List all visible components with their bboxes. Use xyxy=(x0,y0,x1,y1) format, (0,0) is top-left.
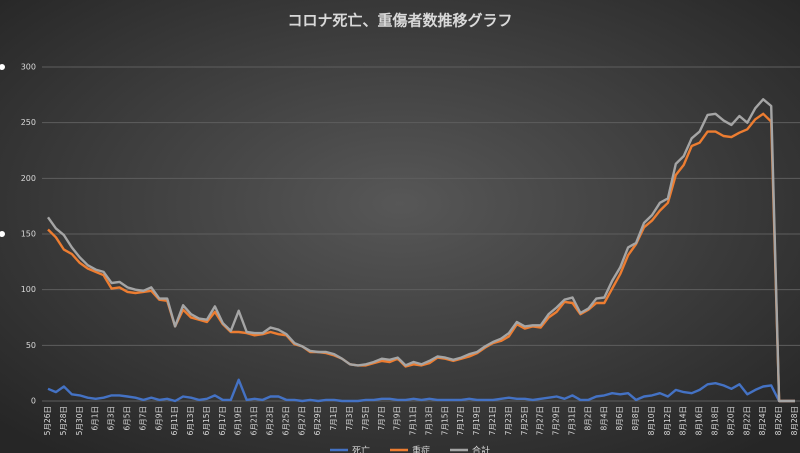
x-tick-label: 8月2日 xyxy=(583,406,592,431)
x-tick-label: 8月4日 xyxy=(599,406,608,431)
line-series xyxy=(47,378,795,403)
x-tick-label: 8月10日 xyxy=(647,406,656,435)
x-tick-label: 8月6日 xyxy=(615,406,624,431)
x-tick-label: 7月19日 xyxy=(472,406,481,435)
x-tick-label: 5月28日 xyxy=(59,406,68,435)
y-tick-label: 100 xyxy=(21,285,36,294)
x-tick-label: 8月26日 xyxy=(774,406,783,435)
legend-label: 合計 xyxy=(472,445,490,453)
x-tick-label: 8月18日 xyxy=(711,406,720,435)
x-tick-label: 7月17日 xyxy=(456,406,465,435)
x-tick-label: 8月22日 xyxy=(742,406,751,435)
x-tick-label: 7月13日 xyxy=(424,406,433,435)
x-tick-label: 6月29日 xyxy=(313,406,322,435)
legend-label: 死亡 xyxy=(352,445,370,453)
x-tick-label: 6月5日 xyxy=(122,406,131,431)
x-tick-label: 6月15日 xyxy=(202,406,211,435)
x-tick-label: 8月14日 xyxy=(679,406,688,435)
x-tick-label: 7月3日 xyxy=(345,406,354,431)
y-tick-label: 0 xyxy=(31,397,36,406)
resize-handle[interactable] xyxy=(0,64,5,70)
x-tick-label: 6月7日 xyxy=(138,406,147,431)
x-tick-label: 6月19日 xyxy=(234,406,243,435)
x-tick-label: 6月9日 xyxy=(154,406,163,431)
x-tick-label: 6月17日 xyxy=(218,406,227,435)
x-tick-label: 7月23日 xyxy=(504,406,513,435)
x-tick-label: 6月21日 xyxy=(250,406,259,435)
x-tick-label: 7月11日 xyxy=(409,406,418,435)
y-tick-label: 200 xyxy=(21,174,36,183)
x-tick-label: 8月24日 xyxy=(758,406,767,435)
x-tick-label: 8月16日 xyxy=(695,406,704,435)
x-tick-label: 7月9日 xyxy=(393,406,402,431)
x-tick-label: 7月29日 xyxy=(552,406,561,435)
x-tick-label: 7月25日 xyxy=(520,406,529,435)
x-tick-label: 5月26日 xyxy=(43,406,52,435)
x-tick-label: 7月5日 xyxy=(361,406,370,431)
x-tick-label: 6月11日 xyxy=(170,406,179,435)
x-tick-label: 6月1日 xyxy=(91,406,100,431)
x-tick-label: 7月15日 xyxy=(440,406,449,435)
line-series xyxy=(47,98,795,403)
x-tick-label: 7月21日 xyxy=(488,406,497,435)
x-tick-label: 8月28日 xyxy=(790,406,799,435)
x-tick-label: 6月13日 xyxy=(186,406,195,435)
x-tick-label: 7月7日 xyxy=(377,406,386,431)
chart-title: コロナ死亡、重傷者数推移グラフ xyxy=(287,12,512,30)
x-tick-label: 6月3日 xyxy=(107,406,116,431)
resize-handle[interactable] xyxy=(0,231,5,237)
legend-label: 重症 xyxy=(412,445,430,453)
x-tick-label: 6月23日 xyxy=(266,406,275,435)
y-tick-label: 250 xyxy=(21,118,36,127)
x-tick-label: 6月25日 xyxy=(281,406,290,435)
x-tick-label: 6月27日 xyxy=(297,406,306,435)
x-tick-label: 8月12日 xyxy=(663,406,672,435)
x-tick-label: 8月20日 xyxy=(726,406,735,435)
x-tick-label: 7月27日 xyxy=(536,406,545,435)
y-tick-label: 150 xyxy=(21,230,36,239)
y-tick-label: 50 xyxy=(26,341,36,350)
x-tick-label: 7月1日 xyxy=(329,406,338,431)
x-tick-label: 8月8日 xyxy=(631,406,640,431)
x-tick-label: 5月30日 xyxy=(75,406,84,435)
y-tick-label: 300 xyxy=(21,63,36,72)
x-tick-label: 7月31日 xyxy=(567,406,576,435)
